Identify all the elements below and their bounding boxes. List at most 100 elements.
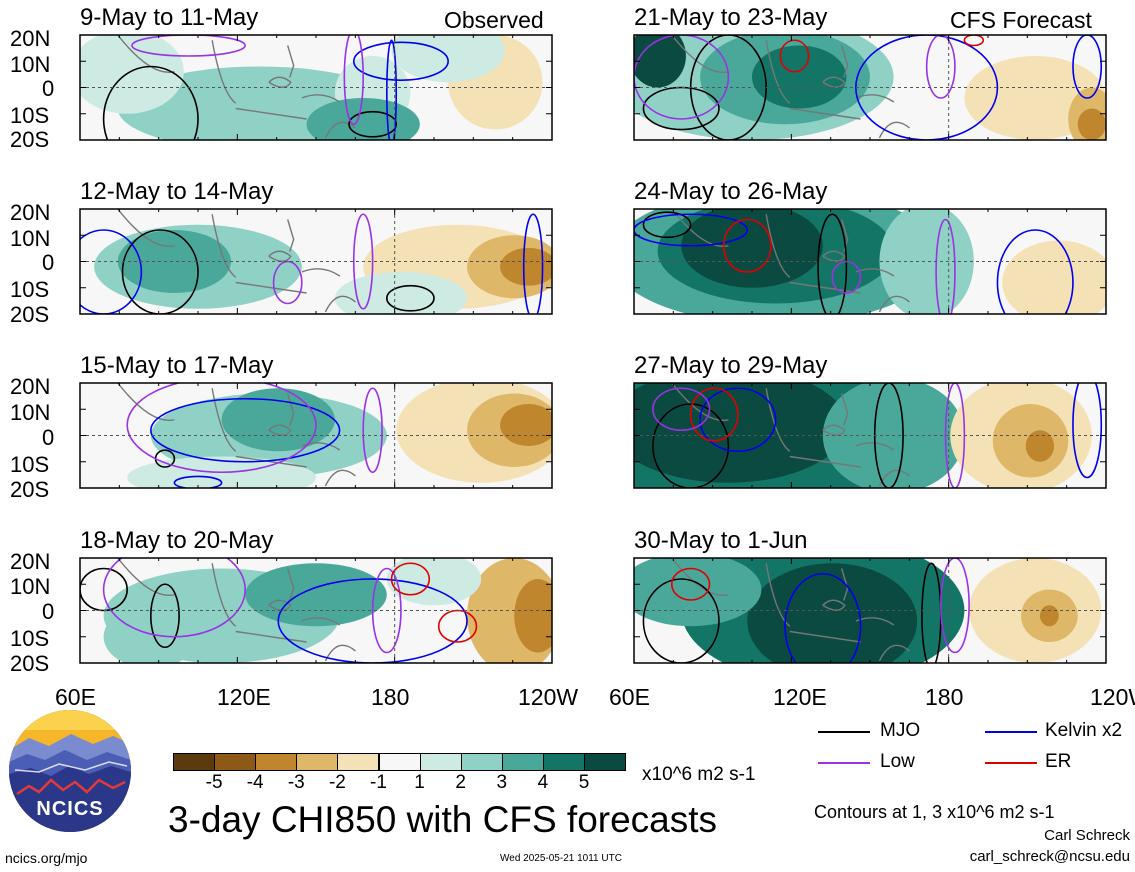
contour-kelvin: [855, 35, 999, 140]
lat-tick-label: 10N: [10, 574, 51, 599]
lat-tick-label: 20N: [10, 374, 51, 399]
anomaly-shading: [500, 247, 552, 286]
contour-kelvin: [386, 39, 398, 140]
contour-mjo: [652, 403, 730, 488]
contour-kelvin: [173, 475, 223, 488]
anomaly-shading: [681, 209, 823, 288]
contour-kelvin: [149, 397, 341, 463]
anomaly-shading: [879, 209, 974, 314]
panel-tag: Observed: [444, 7, 544, 33]
lat-tick-label: 0: [42, 599, 55, 624]
lon-tick-label: 120E: [773, 684, 827, 710]
contour-mjo: [642, 211, 692, 239]
anomaly-shading: [634, 35, 686, 88]
anomaly-shading: [306, 98, 420, 140]
map-panel: [633, 208, 1107, 315]
contour-mjo: [642, 578, 720, 663]
lat-tick-label: 20S: [10, 477, 50, 502]
map-panel: [79, 34, 553, 141]
anomaly-shading: [752, 45, 847, 109]
anomaly-shading: [1002, 240, 1106, 314]
contour-low: [652, 387, 711, 432]
colorbar-tick-label: -4: [246, 772, 264, 793]
contour-low: [935, 218, 956, 314]
lat-tick-label: 10S: [10, 277, 50, 302]
author-email: carl_schreck@ncsu.edu: [969, 848, 1130, 865]
panel-title: 21-May to 23-May: [634, 4, 828, 31]
colorbar-swatch: [460, 753, 503, 771]
map-panel: [633, 382, 1107, 489]
anomaly-shading: [634, 558, 762, 627]
contour-kelvin: [1072, 35, 1103, 99]
contour-mjo: [348, 110, 398, 138]
colorbar-swatch: [214, 753, 257, 771]
map-panel: [633, 34, 1107, 141]
contour-mjo: [642, 86, 720, 131]
anomaly-shading: [1039, 605, 1059, 627]
colorbar-tick-label: 5: [578, 772, 590, 793]
logo-text: NCICS: [36, 798, 104, 820]
contour-mjo: [150, 583, 180, 649]
map-panel: [79, 382, 553, 489]
lat-tick-label: 20S: [10, 651, 50, 676]
colorbar-swatch: [255, 753, 298, 771]
lat-tick-label: 10S: [10, 452, 50, 477]
colorbar-swatch: [419, 753, 462, 771]
contour-low: [940, 558, 970, 654]
contour-mjo: [80, 567, 128, 612]
contour-low: [362, 387, 383, 474]
contour-kelvin: [699, 387, 777, 453]
contour-kelvin: [634, 213, 749, 247]
colorbar-swatch: [337, 753, 380, 771]
anomaly-shading: [747, 563, 918, 663]
anomaly-shading: [127, 456, 316, 488]
lon-tick-label: 180: [925, 684, 964, 710]
ncics-logo: NCICS: [9, 710, 131, 832]
contour-kelvin: [996, 229, 1074, 314]
panel-title: 27-May to 29-May: [634, 352, 828, 379]
lat-tick-label: 10N: [10, 226, 51, 251]
legend-line-er: [985, 762, 1037, 764]
coastline: [671, 35, 910, 139]
anomaly-shading: [386, 558, 482, 606]
map-panel: [79, 208, 553, 315]
contour-mjo: [102, 65, 199, 140]
lat-tick-label: 20N: [10, 26, 51, 51]
anomaly-shading: [500, 404, 552, 446]
timestamp: Wed 2025-05-21 1011 UTC: [500, 853, 622, 864]
author-name: Carl Schreck: [1044, 827, 1130, 844]
colorbar-tick-label: -3: [287, 772, 305, 793]
colorbar-tick-label: 4: [537, 772, 549, 793]
lat-tick-label: 0: [42, 76, 55, 101]
colorbar-swatch: [378, 753, 421, 771]
website-link[interactable]: ncics.org/mjo: [5, 850, 88, 866]
contour-low: [126, 383, 317, 474]
coastline: [117, 383, 356, 487]
colorbar-tick-label: 1: [414, 772, 425, 793]
legend-label-mjo: MJO: [880, 720, 921, 741]
map-panel: [79, 557, 553, 664]
lat-tick-label: 10S: [10, 626, 50, 651]
lat-tick-label: 20N: [10, 200, 51, 225]
contour-kelvin: [277, 578, 468, 663]
colorbar-swatch: [501, 753, 544, 771]
contour-note: Contours at 1, 3 x10^6 m2 s-1: [814, 802, 1055, 822]
anomaly-shading: [117, 230, 232, 293]
lat-tick-label: 0: [42, 250, 55, 275]
coastline: [117, 35, 356, 139]
legend-line-mjo: [818, 731, 870, 733]
contour-low: [343, 35, 364, 126]
legend-label-low: Low: [880, 751, 915, 772]
lon-tick-label: 120W: [1090, 684, 1135, 710]
colorbar-swatch: [542, 753, 585, 771]
panel-title: 24-May to 26-May: [634, 178, 828, 205]
contour-mjo: [817, 213, 848, 314]
lon-tick-label: 60E: [609, 684, 650, 710]
coastline: [671, 209, 910, 313]
contour-low: [634, 35, 730, 120]
colorbar-tick-label: -1: [370, 772, 387, 793]
legend-label-kelvin: Kelvin x2: [1045, 720, 1123, 741]
contour-low: [352, 213, 374, 310]
lat-tick-label: 10N: [10, 400, 51, 425]
